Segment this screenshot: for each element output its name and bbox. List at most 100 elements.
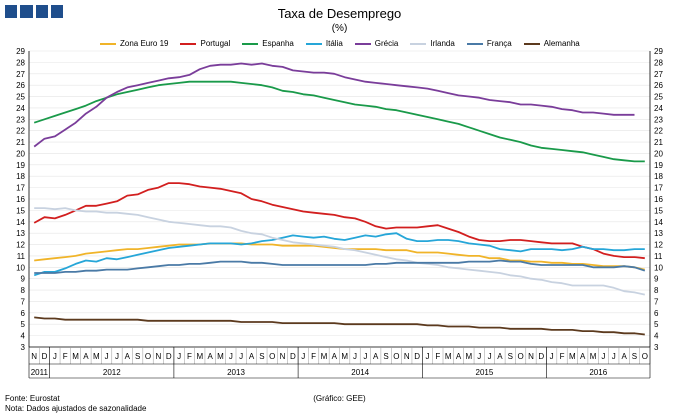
- y-tick-label-left: 14: [16, 218, 25, 227]
- x-tick-label-month: M: [196, 352, 203, 361]
- y-tick-label-right: 18: [654, 172, 663, 181]
- x-tick-label-month: J: [115, 352, 119, 361]
- x-tick-label-year: 2013: [227, 368, 245, 377]
- y-tick-label-left: 16: [16, 195, 25, 204]
- y-tick-label-right: 9: [654, 275, 659, 284]
- y-tick-label-right: 28: [654, 58, 663, 67]
- x-tick-label-month: M: [217, 352, 224, 361]
- series-line-italia: [33, 232, 645, 277]
- x-tick-label-month: J: [301, 352, 305, 361]
- y-tick-label-right: 29: [654, 47, 663, 56]
- legend-swatch: [180, 42, 197, 45]
- legend-item-alemanha: Alemanha: [523, 39, 580, 48]
- legend: Zona Euro 19 Portugal Espanha Itália Grécia I…: [100, 39, 592, 48]
- x-tick-label-month: A: [373, 352, 379, 361]
- series-line-alemanha: [34, 316, 645, 336]
- y-tick-label-left: 7: [21, 297, 26, 306]
- legend-label: França: [486, 39, 512, 48]
- legend-item-zona_euro: Zona Euro 19: [100, 39, 168, 48]
- y-tick-label-left: 29: [16, 47, 25, 56]
- x-tick-label-month: J: [53, 352, 57, 361]
- x-tick-label-month: J: [363, 352, 367, 361]
- x-tick-label-month: D: [414, 352, 420, 361]
- legend-item-franca: França: [466, 39, 512, 48]
- y-tick-label-right: 10: [654, 263, 663, 272]
- x-tick-label-month: J: [488, 352, 492, 361]
- legend-label: Irlanda: [430, 39, 455, 48]
- y-tick-label-left: 12: [16, 241, 25, 250]
- y-tick-label-left: 27: [16, 70, 25, 79]
- legend-swatch: [305, 42, 322, 45]
- x-tick-label-year: 2014: [351, 368, 369, 377]
- x-tick-label-year: 2011: [31, 368, 49, 377]
- source-note: Fonte: Eurostat: [5, 394, 60, 403]
- x-tick-label-month: N: [528, 352, 534, 361]
- legend-swatch: [100, 42, 116, 45]
- x-tick-label-month: S: [383, 352, 388, 361]
- y-tick-label-left: 8: [21, 286, 26, 295]
- legend-label: Alemanha: [543, 39, 580, 48]
- legend-swatch: [354, 42, 371, 45]
- x-tick-label-month: M: [590, 352, 597, 361]
- x-tick-label-month: M: [569, 352, 576, 361]
- y-tick-label-left: 18: [16, 172, 25, 181]
- y-tick-label-left: 3: [21, 343, 26, 352]
- x-tick-label-month: A: [580, 352, 586, 361]
- y-tick-label-left: 23: [16, 115, 25, 124]
- y-tick-label-right: 13: [654, 229, 663, 238]
- y-tick-label-left: 26: [16, 81, 25, 90]
- x-tick-label-month: J: [601, 352, 605, 361]
- x-tick-label-month: F: [187, 352, 192, 361]
- y-tick-label-right: 23: [654, 115, 663, 124]
- y-tick-label-right: 20: [654, 149, 663, 158]
- x-tick-label-month: A: [207, 352, 213, 361]
- y-tick-label-left: 13: [16, 229, 25, 238]
- x-tick-label-month: A: [125, 352, 131, 361]
- x-tick-label-month: J: [477, 352, 481, 361]
- y-tick-label-right: 6: [654, 309, 659, 318]
- x-tick-label-month: N: [280, 352, 286, 361]
- x-tick-label-month: J: [105, 352, 109, 361]
- y-tick-label-right: 19: [654, 161, 663, 170]
- chart-credit: (Gráfico: GEE): [313, 394, 366, 403]
- series-line-grecia: [33, 62, 635, 148]
- y-tick-label-left: 28: [16, 58, 25, 67]
- legend-item-portugal: Portugal: [180, 39, 230, 48]
- y-tick-label-right: 17: [654, 184, 663, 193]
- x-tick-label-month: J: [229, 352, 233, 361]
- legend-swatch: [523, 42, 540, 45]
- legend-label: Grécia: [374, 39, 399, 48]
- x-tick-label-month: O: [518, 352, 524, 361]
- x-tick-label-month: A: [456, 352, 462, 361]
- series-line-franca: [34, 259, 646, 274]
- y-tick-label-left: 5: [21, 320, 26, 329]
- y-tick-label-right: 5: [654, 320, 659, 329]
- y-tick-label-left: 17: [16, 184, 25, 193]
- x-tick-label-month: N: [404, 352, 410, 361]
- x-tick-label-month: O: [269, 352, 275, 361]
- legend-swatch: [242, 42, 259, 45]
- y-tick-label-right: 27: [654, 70, 663, 79]
- y-tick-label-left: 24: [16, 104, 25, 113]
- x-tick-label-month: M: [72, 352, 79, 361]
- y-tick-label-right: 3: [654, 343, 659, 352]
- x-tick-label-month: D: [42, 352, 48, 361]
- x-tick-label-month: M: [445, 352, 452, 361]
- x-tick-label-month: S: [259, 352, 264, 361]
- y-tick-label-left: 19: [16, 161, 25, 170]
- legend-label: Espanha: [262, 39, 294, 48]
- legend-swatch: [466, 42, 483, 45]
- x-tick-label-month: M: [341, 352, 348, 361]
- legend-item-grecia: Grécia: [354, 39, 399, 48]
- legend-item-italia: Itália: [305, 39, 343, 48]
- x-tick-label-month: F: [63, 352, 68, 361]
- x-tick-label-year: 2012: [103, 368, 121, 377]
- y-tick-label-right: 4: [654, 332, 659, 341]
- chart-subtitle: (%): [331, 23, 348, 34]
- logo-square-icon: [20, 5, 33, 18]
- x-tick-label-month: S: [632, 352, 637, 361]
- x-tick-label-month: A: [621, 352, 627, 361]
- y-tick-label-left: 21: [16, 138, 25, 147]
- logo-square-icon: [35, 5, 48, 18]
- x-tick-label-month: N: [31, 352, 37, 361]
